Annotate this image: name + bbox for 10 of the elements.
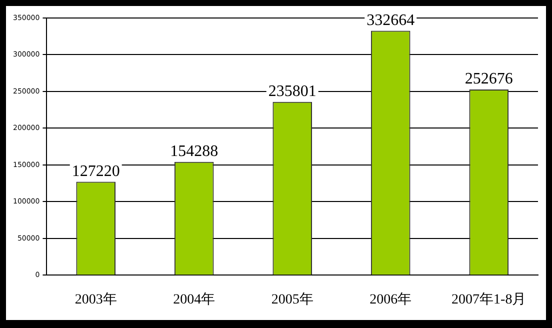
x-tick-label: 2004年 xyxy=(173,291,216,308)
data-label: 332664 xyxy=(366,12,415,29)
x-tick-label: 2003年 xyxy=(74,291,117,308)
x-tick-label: 2005年 xyxy=(271,291,314,308)
x-tick-label: 2007年1-8月 xyxy=(452,291,526,308)
data-label: 127220 xyxy=(72,162,120,180)
data-label: 235801 xyxy=(268,83,316,100)
x-tick-label: 2006年 xyxy=(370,291,412,308)
data-label: 154288 xyxy=(170,143,218,160)
data-label: 252676 xyxy=(464,70,513,88)
